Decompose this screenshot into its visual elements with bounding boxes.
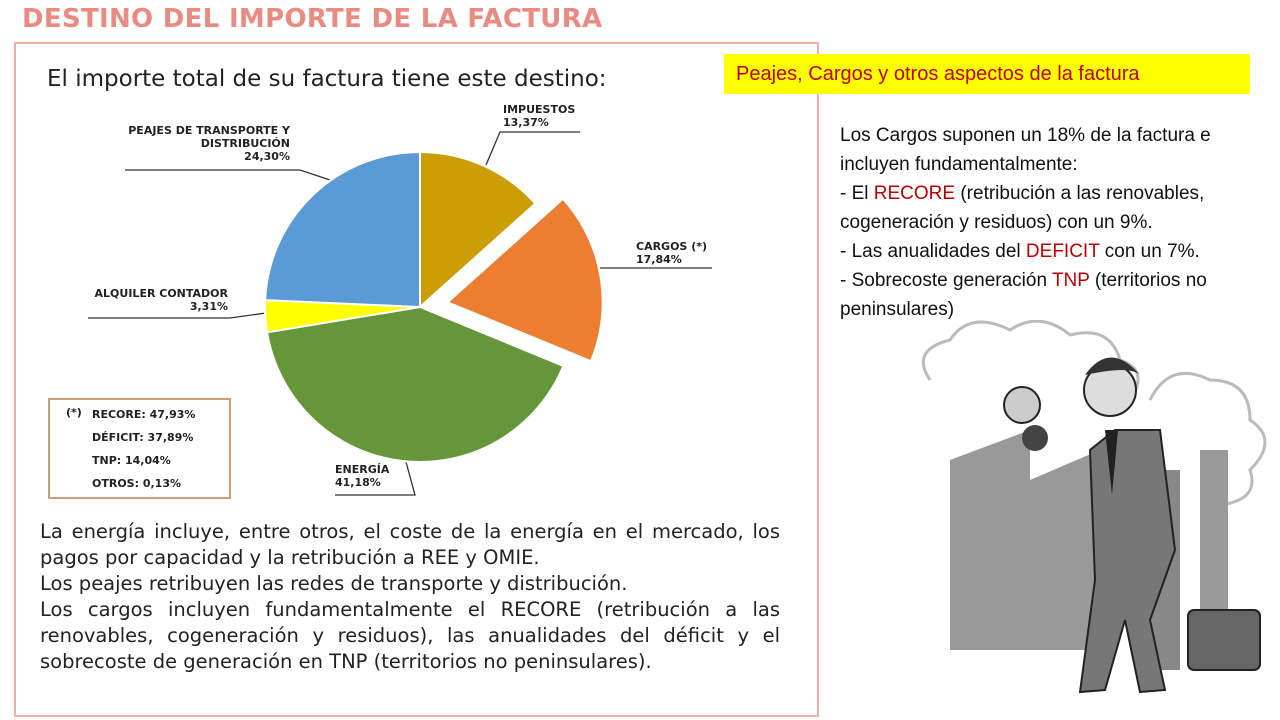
subtitle: El importe total de su factura tiene est… [47,66,607,92]
slice-label: PEAJES DE TRANSPORTE Y DISTRIBUCIÓN 24,30… [110,124,290,163]
notes: La energía incluye, entre otros, el cost… [40,519,780,675]
slice-label: CARGOS (*) 17,84% [636,240,707,266]
pie-chart [88,131,712,496]
pie-slice [265,305,565,463]
note: Los peajes retribuyen las redes de trans… [40,572,628,595]
item: - Las anualidades del DEFICIT con un 7%. [840,237,1260,266]
slice-value: 3,31% [189,300,228,313]
slice-value: 24,30% [244,150,290,163]
item-text: con un 7%. [1099,241,1200,262]
item-highlight: TNP [1051,270,1090,291]
item-highlight: DEFICIT [1025,241,1100,262]
item-text: - Las anualidades del [840,241,1026,262]
intro: Los Cargos suponen un 18% de la factura … [840,125,1211,175]
footnote-item: OTROS: 0,13% [92,477,181,490]
footnote-item: DÉFICIT: 37,89% [92,431,194,444]
item-text: (territorios no peninsulares) [840,270,1207,320]
title: DESTINO DEL IMPORTE DE LA FACTURA [22,4,603,34]
item-text: - El [840,183,874,204]
pie-slice [264,150,421,309]
footnote-item: RECORE: 47,93% [92,408,196,421]
item: - Sobrecoste generación TNP (territorios… [840,266,1260,324]
item-highlight: RECORE [873,183,956,204]
slice-value: 41,18% [335,476,381,489]
slice-name: PEAJES DE TRANSPORTE Y DISTRIBUCIÓN [128,124,290,150]
footnote: (*) RECORE: 47,93% DÉFICIT: 37,89% TNP: 14,… [48,398,231,499]
footnote-marker: (*) [66,406,82,419]
footnote-item: TNP: 14,04% [92,454,171,467]
item: - El RECORE (retribución a las renovable… [840,179,1260,237]
illustration [921,320,1267,694]
frame [14,42,819,717]
item-text: (retribución a las renovables, cogenerac… [840,183,1205,233]
slice-name: IMPUESTOS [503,103,576,116]
slice-name: ENERGÍA [335,463,390,476]
slice-value: 13,37% [503,116,549,129]
pie-slice [419,150,537,310]
slice-label: ALQUILER CONTADOR 3,31% [88,287,228,313]
heading: Peajes, Cargos y otros aspectos de la fa… [724,54,1250,94]
right-text: Los Cargos suponen un 18% de la factura … [840,121,1260,324]
note: Los cargos incluyen fundamentalmente el … [40,598,780,673]
slice-name: CARGOS (*) [636,240,707,253]
slice-label: ENERGÍA 41,18% [335,463,389,489]
slice-label: IMPUESTOS 13,37% [503,103,575,129]
pie-slice [445,197,604,363]
note: La energía incluye, entre otros, el cost… [40,520,780,569]
item-text: - Sobrecoste generación [840,270,1052,291]
slice-value: 17,84% [636,253,682,266]
slice-name: ALQUILER CONTADOR [94,287,228,300]
